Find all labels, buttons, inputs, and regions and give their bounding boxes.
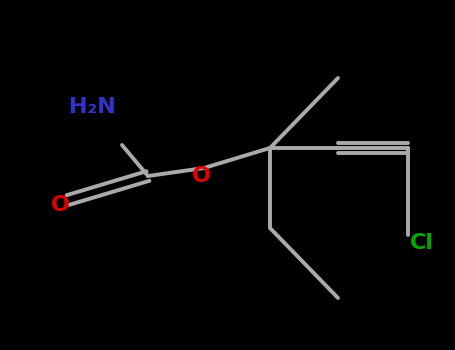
Text: O: O [51, 195, 70, 215]
Text: H₂N: H₂N [69, 97, 116, 117]
Text: Cl: Cl [410, 233, 434, 253]
Text: O: O [192, 166, 211, 186]
